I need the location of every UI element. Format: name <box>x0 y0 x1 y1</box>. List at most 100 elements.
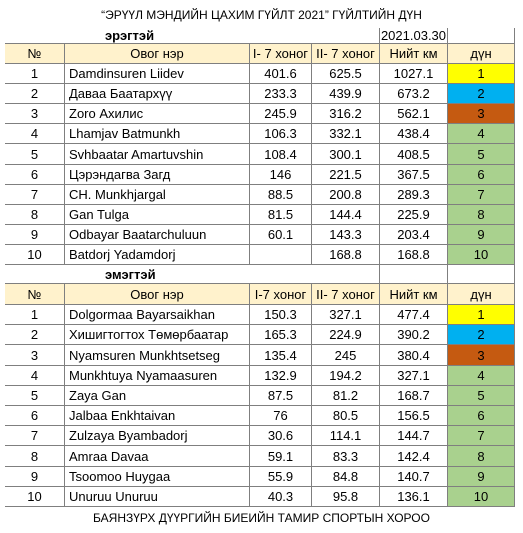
rank: 5 <box>448 144 515 165</box>
week2-km: 194.2 <box>312 366 380 386</box>
total-km: 367.5 <box>380 165 448 185</box>
week2-km: 221.5 <box>312 165 380 185</box>
header-cell: Нийт км <box>380 44 448 64</box>
header-cell: I-7 хоног <box>250 284 312 305</box>
total-km: 142.4 <box>380 446 448 467</box>
name: Nyamsuren Munkhtsetseg <box>65 345 250 366</box>
total-km: 140.7 <box>380 467 448 487</box>
week1-km: 87.5 <box>250 386 312 406</box>
rank: 9 <box>448 467 515 487</box>
week1-km: 60.1 <box>250 225 312 245</box>
name: Odbayar Baatarchuluun <box>65 225 250 245</box>
name: Цэрэндагва Загд <box>65 165 250 185</box>
row-number: 10 <box>5 245 65 265</box>
name: Zoro Ахилис <box>65 104 250 124</box>
week1-km: 108.4 <box>250 144 312 165</box>
name: Tsoomoo Huygaa <box>65 467 250 487</box>
total-km: 673.2 <box>380 84 448 104</box>
total-km: 168.8 <box>380 245 448 265</box>
header-cell: № <box>5 284 65 305</box>
total-km: 438.4 <box>380 124 448 144</box>
rank: 2 <box>448 325 515 345</box>
week2-km: 144.4 <box>312 205 380 225</box>
week2-km: 84.8 <box>312 467 380 487</box>
row-number: 6 <box>5 406 65 426</box>
row-number: 3 <box>5 104 65 124</box>
header-cell: II- 7 хоног <box>312 284 380 305</box>
week2-km: 114.1 <box>312 426 380 446</box>
week1-km: 81.5 <box>250 205 312 225</box>
name: Даваа Баатархүү <box>65 84 250 104</box>
rank: 6 <box>448 165 515 185</box>
week1-km: 76 <box>250 406 312 426</box>
total-km: 144.7 <box>380 426 448 446</box>
week2-km: 143.3 <box>312 225 380 245</box>
rank: 10 <box>448 245 515 265</box>
rank: 10 <box>448 487 515 507</box>
week2-km: 300.1 <box>312 144 380 165</box>
row-number: 5 <box>5 386 65 406</box>
week1-km: 59.1 <box>250 446 312 467</box>
rank: 1 <box>448 305 515 325</box>
total-km: 408.5 <box>380 144 448 165</box>
header-cell: I- 7 хоног <box>250 44 312 64</box>
name: Batdorj Yadamdorj <box>65 245 250 265</box>
row-number: 4 <box>5 124 65 144</box>
week2-km: 80.5 <box>312 406 380 426</box>
total-km: 327.1 <box>380 366 448 386</box>
week2-km: 439.9 <box>312 84 380 104</box>
row-number: 4 <box>5 366 65 386</box>
rank: 3 <box>448 345 515 366</box>
row-number: 8 <box>5 446 65 467</box>
total-km: 203.4 <box>380 225 448 245</box>
name: Unuruu Unuruu <box>65 487 250 507</box>
week2-km: 327.1 <box>312 305 380 325</box>
week2-km: 332.1 <box>312 124 380 144</box>
name: Jalbaa Enkhtaivan <box>65 406 250 426</box>
empty-cell <box>380 265 448 284</box>
total-km: 477.4 <box>380 305 448 325</box>
week2-km: 168.8 <box>312 245 380 265</box>
rank: 5 <box>448 386 515 406</box>
total-km: 168.7 <box>380 386 448 406</box>
footer: БАЯНЗҮРХ ДҮҮРГИЙН БИЕИЙН ТАМИР СПОРТЫН Х… <box>93 511 430 525</box>
header-cell: Овог нэр <box>65 284 250 305</box>
rank: 4 <box>448 366 515 386</box>
week1-km: 165.3 <box>250 325 312 345</box>
week1-km: 146 <box>250 165 312 185</box>
row-number: 5 <box>5 144 65 165</box>
header-cell: Нийт км <box>380 284 448 305</box>
week1-km: 55.9 <box>250 467 312 487</box>
row-number: 9 <box>5 225 65 245</box>
rank: 1 <box>448 64 515 84</box>
total-km: 1027.1 <box>380 64 448 84</box>
header-cell: дүн <box>448 284 515 305</box>
week1-km: 88.5 <box>250 185 312 205</box>
rank: 4 <box>448 124 515 144</box>
header-cell: № <box>5 44 65 64</box>
week1-km: 30.6 <box>250 426 312 446</box>
week1-km: 401.6 <box>250 64 312 84</box>
total-km: 562.1 <box>380 104 448 124</box>
rank: 9 <box>448 225 515 245</box>
name: Svhbaatar Amartuvshin <box>65 144 250 165</box>
rank: 8 <box>448 446 515 467</box>
row-number: 1 <box>5 305 65 325</box>
week1-km: 245.9 <box>250 104 312 124</box>
header-cell: дүн <box>448 44 515 64</box>
row-number: 2 <box>5 325 65 345</box>
rank: 3 <box>448 104 515 124</box>
name: Zulzaya Byambadorj <box>65 426 250 446</box>
name: Gan Tulga <box>65 205 250 225</box>
name: Munkhtuya Nyamaasuren <box>65 366 250 386</box>
name: Хишигтогтох Төмөрбаатар <box>65 325 250 345</box>
section-label: эмэгтэй <box>5 265 380 284</box>
name: Dolgormaa Bayarsaikhan <box>65 305 250 325</box>
week2-km: 81.2 <box>312 386 380 406</box>
name: Amraa Davaa <box>65 446 250 467</box>
rank: 7 <box>448 185 515 205</box>
row-number: 7 <box>5 185 65 205</box>
row-number: 6 <box>5 165 65 185</box>
empty-cell <box>448 265 515 284</box>
